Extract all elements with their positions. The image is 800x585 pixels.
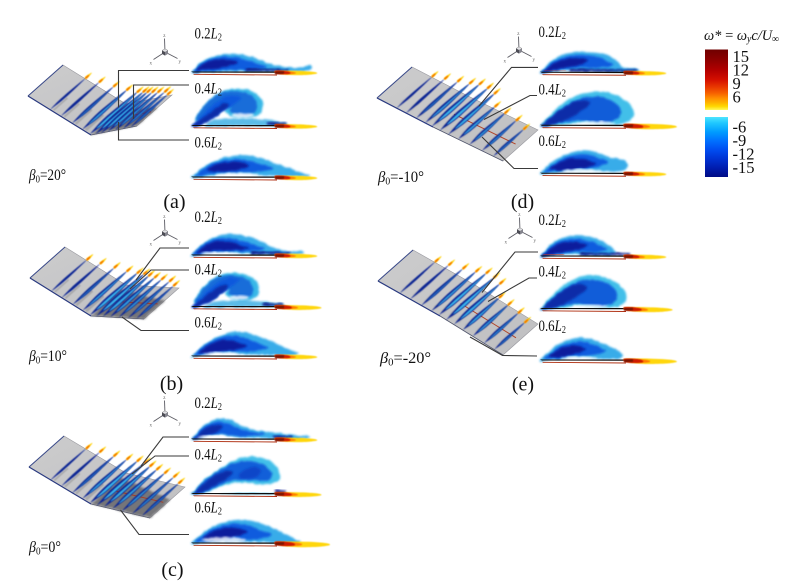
svg-text:y: y [179, 422, 182, 427]
svg-text:(b): (b) [160, 373, 183, 395]
svg-text:β0=-20°: β0=-20° [379, 350, 431, 369]
svg-text:y: y [534, 239, 537, 244]
svg-text:(c): (c) [161, 559, 183, 581]
svg-text:12: 12 [733, 61, 750, 80]
svg-text:y: y [533, 58, 536, 63]
svg-text:β0=20°: β0=20° [28, 167, 66, 186]
svg-text:0.4L2: 0.4L2 [539, 82, 567, 100]
svg-text:0.4L2: 0.4L2 [539, 264, 567, 282]
svg-text:x: x [150, 243, 153, 248]
svg-text:x: x [504, 60, 507, 65]
svg-text:x: x [150, 424, 153, 429]
svg-text:15: 15 [733, 47, 750, 66]
svg-text:z: z [517, 32, 520, 37]
svg-text:0.4L2: 0.4L2 [195, 447, 223, 465]
svg-text:-15: -15 [733, 158, 755, 177]
svg-text:0.2L2: 0.2L2 [195, 209, 223, 227]
svg-text:z: z [163, 34, 166, 39]
svg-text:-6: -6 [733, 118, 747, 137]
svg-text:(a): (a) [163, 191, 185, 213]
svg-text:0.2L2: 0.2L2 [539, 24, 567, 42]
svg-text:0.6L2: 0.6L2 [195, 315, 223, 333]
svg-text:y: y [179, 60, 182, 65]
svg-text:β0=0°: β0=0° [28, 539, 61, 558]
svg-text:9: 9 [733, 74, 741, 93]
svg-text:0.6L2: 0.6L2 [539, 133, 567, 151]
svg-text:y: y [179, 241, 182, 246]
svg-text:0.6L2: 0.6L2 [195, 135, 223, 153]
svg-text:0.2L2: 0.2L2 [539, 212, 567, 230]
svg-text:β0=10°: β0=10° [28, 348, 67, 367]
svg-text:0.2L2: 0.2L2 [195, 26, 223, 44]
svg-text:(d): (d) [511, 191, 534, 213]
svg-text:6: 6 [733, 88, 741, 107]
svg-text:ω* = ωyc/U∞: ω* = ωyc/U∞ [704, 28, 779, 45]
svg-text:0.4L2: 0.4L2 [195, 81, 223, 99]
svg-text:x: x [505, 241, 508, 246]
svg-text:z: z [163, 396, 166, 401]
svg-text:0.2L2: 0.2L2 [195, 395, 223, 413]
svg-text:0.6L2: 0.6L2 [195, 500, 223, 518]
svg-text:x: x [150, 62, 153, 67]
svg-text:0.4L2: 0.4L2 [195, 262, 223, 280]
svg-text:-9: -9 [733, 131, 747, 150]
svg-text:z: z [518, 213, 521, 218]
svg-text:z: z [163, 215, 166, 220]
svg-text:0.6L2: 0.6L2 [539, 318, 567, 336]
svg-text:(e): (e) [512, 374, 534, 396]
svg-text:β0=-10°: β0=-10° [377, 169, 424, 188]
svg-text:-12: -12 [733, 145, 755, 164]
